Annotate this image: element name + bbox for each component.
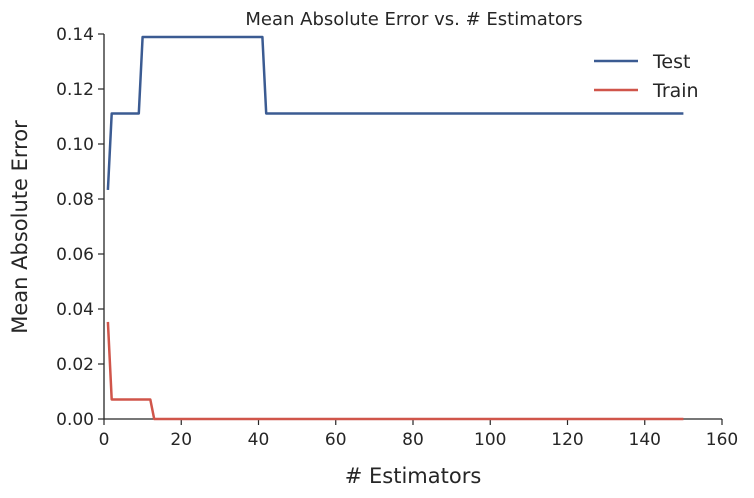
y-tick-label: 0.12 [56, 80, 94, 100]
legend-label-train: Train [652, 80, 699, 102]
series-line-train [106, 321, 684, 421]
y-tick-label: 0.14 [56, 25, 94, 45]
x-tick-label: 120 [551, 430, 583, 450]
x-tick-label: 20 [170, 430, 192, 450]
x-tick-label: 160 [706, 430, 738, 450]
x-tick-label: 80 [402, 430, 424, 450]
series-group [106, 35, 684, 421]
legend-label-test: Test [652, 51, 690, 73]
x-tick-label: 60 [325, 430, 347, 450]
y-tick-label: 0.00 [56, 410, 94, 430]
legend: Test Train [594, 51, 699, 102]
x-tick-label: 0 [99, 430, 110, 450]
y-axis-ticks: 0.00 0.02 0.04 0.06 0.08 0.10 0.12 0.14 [56, 25, 104, 430]
y-tick-label: 0.02 [56, 355, 94, 375]
y-tick-label: 0.04 [56, 300, 94, 320]
x-tick-label: 140 [629, 430, 661, 450]
y-tick-label: 0.10 [56, 135, 94, 155]
x-axis-ticks: 0 20 40 60 80 100 120 140 160 [99, 419, 738, 450]
y-tick-label: 0.06 [56, 245, 94, 265]
x-tick-label: 40 [248, 430, 270, 450]
series-line-test [106, 35, 684, 190]
y-axis-label: Mean Absolute Error [8, 120, 32, 334]
y-tick-label: 0.08 [56, 190, 94, 210]
chart-title: Mean Absolute Error vs. # Estimators [245, 9, 582, 30]
x-tick-label: 100 [474, 430, 506, 450]
x-axis-label: # Estimators [345, 464, 482, 488]
